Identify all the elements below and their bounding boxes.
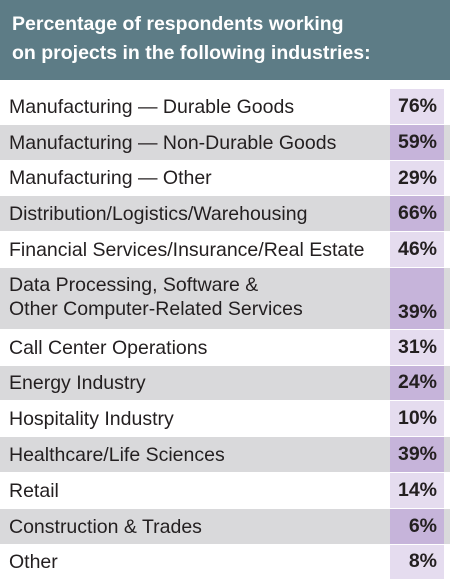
percent-value: 46% [397, 238, 437, 261]
row-label-line: Other [9, 551, 58, 574]
row-label: Distribution/Logistics/Warehousing [9, 202, 380, 226]
row-label-line: Manufacturing — Other [9, 167, 212, 190]
row-label: Other [9, 550, 380, 574]
table-row: Manufacturing — Non-Durable Goods 59% [0, 124, 450, 161]
percent-value: 14% [397, 478, 437, 501]
row-label: Construction & Trades [9, 515, 380, 539]
row-label: Data Processing, Software & Other Compute… [9, 273, 380, 321]
table-row: Manufacturing — Other 29% [0, 160, 450, 197]
percent-value: 29% [397, 166, 437, 189]
value-cell: 10% [390, 401, 444, 437]
row-label-line: Distribution/Logistics/Warehousing [9, 203, 308, 226]
value-cell: 59% [390, 124, 444, 160]
value-cell: 24% [390, 365, 444, 401]
row-label-line: Retail [9, 479, 59, 502]
row-label-line: Data Processing, Software & [9, 273, 259, 296]
percent-value: 39% [397, 443, 437, 466]
table-row: Energy Industry 24% [0, 365, 450, 402]
value-cell: 46% [390, 232, 444, 267]
title-line-1: Percentage of respondents working [12, 13, 344, 35]
table-title: Percentage of respondents working on pro… [0, 0, 450, 80]
percent-value: 66% [397, 202, 437, 225]
table-row: Call Center Operations 31% [0, 329, 450, 366]
header-divider [0, 80, 450, 89]
table-row: Financial Services/Insurance/Real Estate… [0, 232, 450, 268]
row-label: Manufacturing — Other [9, 166, 380, 190]
row-label-line: Manufacturing — Durable Goods [9, 95, 295, 118]
value-cell: 66% [390, 196, 444, 232]
table-row: Construction & Trades 6% [0, 508, 450, 545]
row-label-line: Call Center Operations [9, 336, 208, 359]
table-row: Manufacturing — Durable Goods 76% [0, 89, 450, 125]
row-label: Retail [9, 479, 380, 503]
value-cell: 8% [390, 544, 444, 580]
percent-value: 24% [397, 371, 437, 394]
row-label-line: Energy Industry [9, 372, 146, 395]
value-cell: 6% [390, 508, 444, 544]
percent-value: 8% [408, 550, 437, 573]
table-body: Manufacturing — Durable Goods 76% Manufact… [0, 89, 450, 581]
row-label: Call Center Operations [9, 336, 380, 360]
row-label-line: Healthcare/Life Sciences [9, 444, 225, 467]
table-row: Other 8% [0, 544, 450, 581]
value-cell: 31% [390, 329, 444, 365]
row-label: Healthcare/Life Sciences [9, 443, 380, 467]
percent-value: 76% [397, 94, 437, 117]
percent-value: 10% [397, 407, 437, 430]
table-row: Distribution/Logistics/Warehousing 66% [0, 196, 450, 233]
percent-value: 59% [397, 130, 437, 153]
percent-value: 39% [397, 300, 437, 323]
row-label-line: Manufacturing — Non-Durable Goods [9, 131, 337, 154]
title-line-2: on projects in the following industries: [12, 42, 371, 64]
row-label-line: Financial Services/Insurance/Real Estate [9, 239, 365, 262]
row-label: Hospitality Industry [9, 407, 380, 431]
table-row: Data Processing, Software & Other Compute… [0, 267, 450, 330]
table-row: Hospitality Industry 10% [0, 401, 450, 438]
percent-value: 31% [397, 335, 437, 358]
row-label-line: Hospitality Industry [9, 408, 174, 431]
row-label-line: Other Computer-Related Services [9, 297, 303, 320]
value-cell: 39% [390, 437, 444, 472]
value-cell: 76% [390, 89, 444, 124]
value-cell: 14% [390, 472, 444, 508]
table-row: Retail 14% [0, 472, 450, 509]
row-label-line: Construction & Trades [9, 515, 202, 538]
row-label: Manufacturing — Non-Durable Goods [9, 131, 380, 155]
row-label: Financial Services/Insurance/Real Estate [9, 238, 380, 262]
row-label: Manufacturing — Durable Goods [9, 95, 380, 119]
value-cell: 39% [390, 267, 444, 329]
value-cell: 29% [390, 160, 444, 196]
row-label: Energy Industry [9, 371, 380, 395]
table-row: Healthcare/Life Sciences 39% [0, 437, 450, 473]
percent-value: 6% [408, 514, 437, 537]
